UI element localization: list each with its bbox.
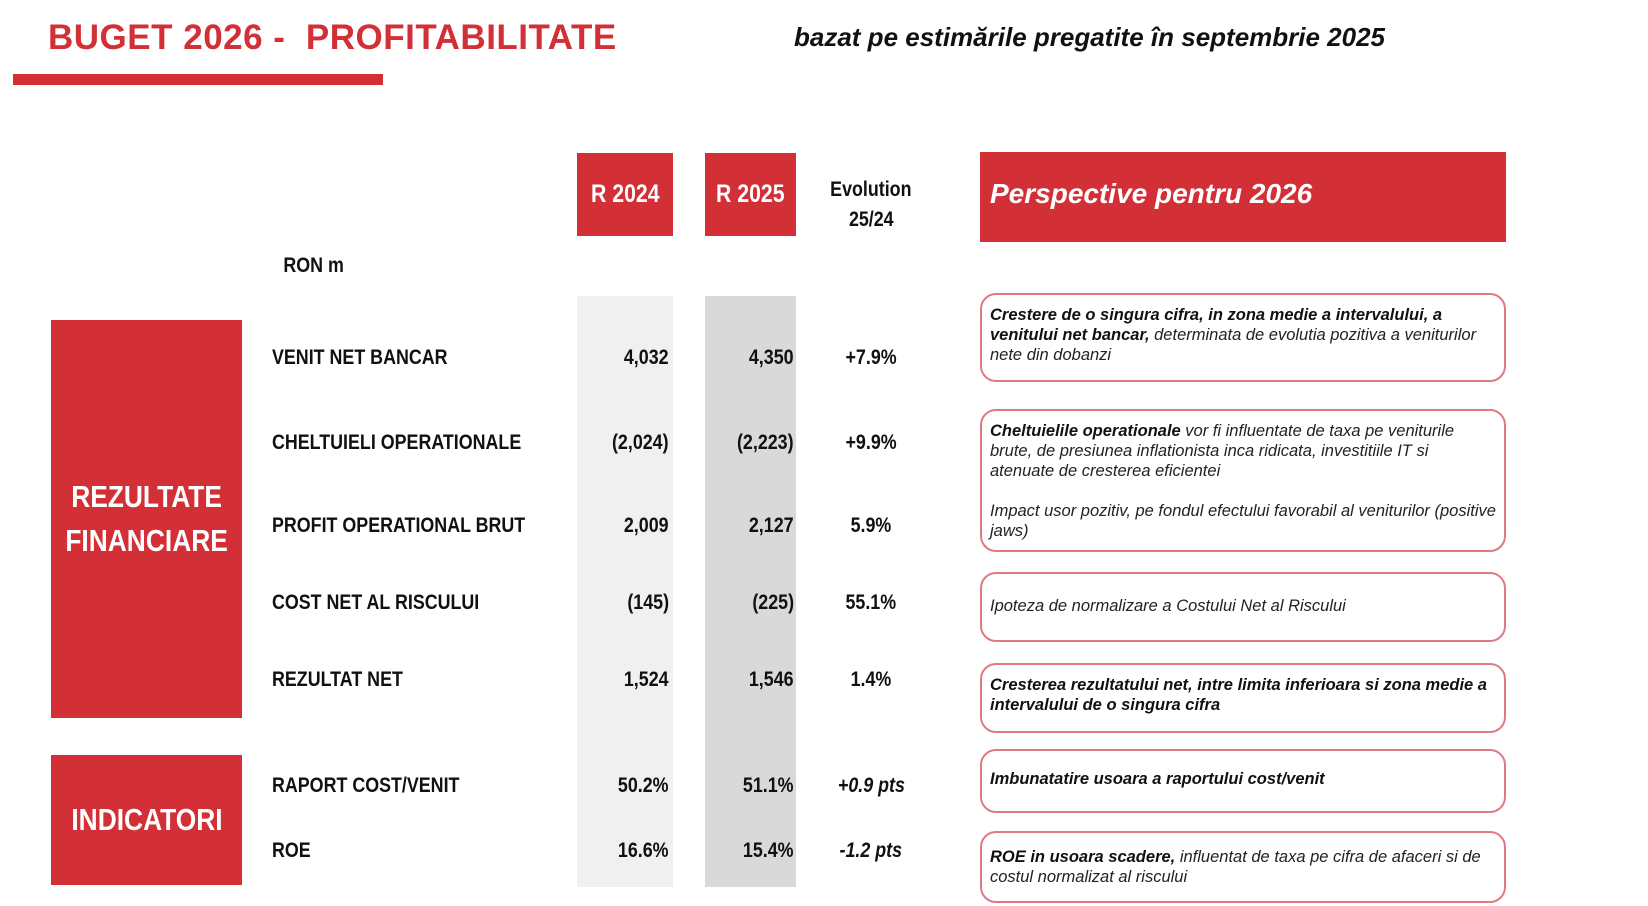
table-row: RAPORT COST/VENIT 50.2% 51.1% +0.9 pts <box>0 774 940 804</box>
value-r2025: (225) <box>705 591 796 615</box>
value-r2024-text: 50.2% <box>618 774 669 797</box>
outlook-text: determinata de evolutia pozitiva a venit… <box>990 326 1477 364</box>
table-row: VENIT NET BANCAR 4,032 4,350 +7.9% <box>0 346 940 376</box>
section-financial-results: REZULTATE FINANCIARE <box>51 320 242 718</box>
value-r2024: 4,032 <box>577 346 671 370</box>
outlook-bold: Crestere de o singura cifra, in zona med… <box>990 306 1443 344</box>
outlook-box-risc: Ipoteza de normalizare a Costului Net al… <box>980 572 1506 642</box>
column-header-evolution: Evolution 25/24 <box>820 175 922 235</box>
outlook-bold: Imbunatatire usoara a raportului cost/ve… <box>990 770 1325 788</box>
column-header-r2024-label: R 2024 <box>590 180 660 208</box>
value-evolution-text: +7.9% <box>845 346 897 369</box>
value-r2025-text: (2,223) <box>737 431 794 454</box>
value-evolution: +7.9% <box>820 346 922 370</box>
column-r2025-background <box>705 296 796 887</box>
table-row: COST NET AL RISCULUI (145) (225) 55.1% <box>0 591 940 621</box>
value-r2024-text: (2,024) <box>612 431 669 454</box>
table-row: CHELTUIELI OPERATIONALE (2,024) (2,223) … <box>0 431 940 461</box>
outlook-text: Ipoteza de normalizare a Costului Net al… <box>990 597 1346 615</box>
value-r2024: 1,524 <box>577 668 671 692</box>
value-r2024-text: 2,009 <box>624 514 669 537</box>
section-indicators: INDICATORI <box>51 755 242 885</box>
outlook-box-cost-venit: Imbunatatire usoara a raportului cost/ve… <box>980 749 1506 813</box>
section-indicators-label: INDICATORI <box>70 802 223 837</box>
outlook-box-rezultat: Cresterea rezultatului net, intre limita… <box>980 663 1506 733</box>
value-r2025-text: 4,350 <box>749 346 794 369</box>
value-r2024: 2,009 <box>577 514 671 538</box>
value-r2024-text: (145) <box>627 591 669 614</box>
value-evolution: 1.4% <box>820 668 922 692</box>
value-r2025: 51.1% <box>705 774 796 798</box>
outlook-text-impact: Impact usor pozitiv, pe fondul efectului… <box>990 502 1496 540</box>
row-label: RAPORT COST/VENIT <box>272 774 493 798</box>
outlook-bold: ROE in usoara scadere, <box>990 848 1176 866</box>
row-label: REZULTAT NET <box>272 668 426 692</box>
value-r2025: 1,546 <box>705 668 796 692</box>
value-evolution-text: +9.9% <box>845 431 897 454</box>
value-r2024-text: 4,032 <box>624 346 669 369</box>
value-evolution-text: -1.2 pts <box>839 839 903 862</box>
page-title: BUGET 2026 - PROFITABILITATE <box>48 18 617 57</box>
value-evolution: 55.1% <box>820 591 922 615</box>
value-evolution-text: 5.9% <box>850 514 892 537</box>
value-r2025: (2,223) <box>705 431 796 455</box>
value-r2024: (145) <box>577 591 671 615</box>
value-r2024-text: 1,524 <box>624 668 669 691</box>
page-subtitle: bazat pe estimările pregatite în septemb… <box>794 22 1386 52</box>
value-evolution: 5.9% <box>820 514 922 538</box>
row-label: COST NET AL RISCULUI <box>272 591 516 615</box>
outlook-box-venit: Crestere de o singura cifra, in zona med… <box>980 293 1506 382</box>
column-header-r2025: R 2025 <box>705 153 796 236</box>
column-header-r2024: R 2024 <box>577 153 673 236</box>
perspective-header: Perspective pentru 2026 <box>980 152 1506 242</box>
outlook-bold: Cresterea rezultatului net, intre limita… <box>990 676 1487 714</box>
outlook-text: influentat de taxa pe cifra de afaceri s… <box>990 848 1481 886</box>
row-label-text: RAPORT COST/VENIT <box>272 774 460 797</box>
value-r2024: 16.6% <box>577 839 671 863</box>
value-evolution-text: 1.4% <box>850 668 892 691</box>
value-r2025: 4,350 <box>705 346 796 370</box>
value-r2024: 50.2% <box>577 774 671 798</box>
row-label-text: CHELTUIELI OPERATIONALE <box>272 431 522 454</box>
evolution-period: 25/24 <box>848 208 894 231</box>
table-row: PROFIT OPERATIONAL BRUT 2,009 2,127 5.9% <box>0 514 940 544</box>
value-r2025: 2,127 <box>705 514 796 538</box>
row-label: PROFIT OPERATIONAL BRUT <box>272 514 570 538</box>
value-r2025-text: 2,127 <box>749 514 794 537</box>
column-r2024-background <box>577 296 673 887</box>
value-r2025-text: 51.1% <box>743 774 794 797</box>
row-label: CHELTUIELI OPERATIONALE <box>272 431 565 455</box>
outlook-bold: Cheltuielile operationale <box>990 422 1181 440</box>
outlook-box-roe: ROE in usoara scadere, influentat de tax… <box>980 831 1506 903</box>
section-financial-label: REZULTATE FINANCIARE <box>65 479 228 558</box>
value-evolution: +0.9 pts <box>820 774 922 798</box>
outlook-box-cheltuieli: Cheltuielile operationale vor fi influen… <box>980 409 1506 552</box>
row-label-text: REZULTAT NET <box>272 668 403 691</box>
value-r2025: 15.4% <box>705 839 796 863</box>
row-label-text: PROFIT OPERATIONAL BRUT <box>272 514 526 537</box>
row-label-text: VENIT NET BANCAR <box>272 346 448 369</box>
evolution-label: Evolution <box>830 178 912 201</box>
title-underline <box>13 74 383 85</box>
row-label: VENIT NET BANCAR <box>272 346 479 370</box>
unit-label: RON m <box>278 254 349 278</box>
value-evolution-text: +0.9 pts <box>837 774 905 797</box>
row-label-text: ROE <box>272 839 311 862</box>
value-evolution-text: 55.1% <box>845 591 897 614</box>
table-row: ROE 16.6% 15.4% -1.2 pts <box>0 839 940 869</box>
value-r2025-text: 15.4% <box>743 839 794 862</box>
table-row: REZULTAT NET 1,524 1,546 1.4% <box>0 668 940 698</box>
value-r2024-text: 16.6% <box>618 839 669 862</box>
outlook-text: vor fi influentate de taxa pe veniturile… <box>990 422 1455 480</box>
value-r2025-text: 1,546 <box>749 668 794 691</box>
column-header-r2025-label: R 2025 <box>716 180 785 208</box>
value-r2024: (2,024) <box>577 431 671 455</box>
row-label: ROE <box>272 839 318 863</box>
unit-text: RON m <box>283 254 344 277</box>
row-label-text: COST NET AL RISCULUI <box>272 591 480 614</box>
value-evolution: +9.9% <box>820 431 922 455</box>
value-evolution: -1.2 pts <box>820 839 922 863</box>
value-r2025-text: (225) <box>752 591 794 614</box>
